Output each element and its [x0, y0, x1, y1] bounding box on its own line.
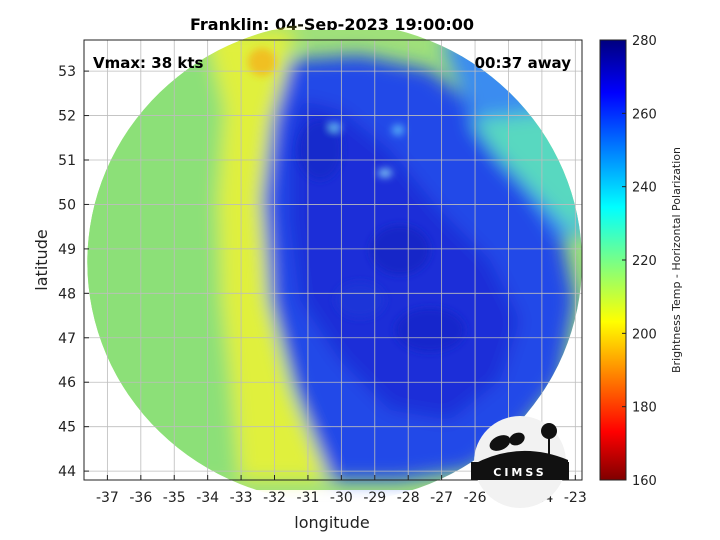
colorbar-tick-label: 240 — [632, 181, 657, 196]
warm-yellow-band — [205, 30, 330, 480]
x-tick-label: -29 — [363, 490, 386, 506]
x-tick-label: -23 — [564, 490, 587, 506]
y-tick-label: 52 — [58, 109, 76, 125]
x-tick-label: -37 — [96, 490, 119, 506]
colorbar-tick-label: 200 — [632, 327, 657, 342]
x-tick-label: -32 — [263, 490, 286, 506]
colorbar-tick-label: 160 — [632, 474, 657, 489]
colorbar-tick-label: 280 — [632, 34, 657, 49]
colorbar-tick-label: 180 — [632, 401, 657, 416]
x-tick-label: -26 — [464, 490, 487, 506]
time-away-annotation: 00:37 away — [475, 54, 572, 72]
logo-hill — [474, 450, 568, 466]
bright-spot — [392, 125, 404, 135]
x-tick-label: -33 — [230, 490, 253, 506]
x-tick-label: -28 — [397, 490, 420, 506]
x-tick-label: -35 — [163, 490, 186, 506]
y-tick-label: 51 — [58, 153, 76, 169]
y-tick-label: 49 — [58, 242, 76, 258]
bright-spot — [329, 123, 341, 131]
warm-spot — [248, 48, 276, 76]
x-axis-label: longitude — [294, 513, 369, 532]
logo-ground — [471, 462, 569, 480]
logo-dish — [489, 435, 511, 451]
vmax-annotation: Vmax: 38 kts — [93, 54, 203, 72]
y-tick-label: 50 — [58, 197, 76, 213]
chart-title: Franklin: 04-Sep-2023 19:00:00 — [190, 15, 474, 34]
colorbar-ticks: 160 180 200 220 240 260 280 — [622, 34, 657, 489]
y-tick-label: 47 — [58, 331, 76, 347]
logo-tower — [548, 436, 550, 464]
y-tick-label: 46 — [58, 375, 76, 391]
y-tick-label: 53 — [58, 64, 76, 80]
logo-tower-tank — [541, 423, 557, 439]
y-axis-label: latitude — [32, 229, 51, 290]
colorbar — [599, 39, 627, 481]
bright-spot — [378, 169, 392, 177]
y-tick-label: 48 — [58, 286, 76, 302]
core-cell — [370, 225, 430, 275]
logo-dish — [509, 432, 525, 446]
core-cell — [335, 282, 385, 318]
logo-text: CIMSS — [493, 466, 546, 479]
cimss-logo: CIMSS — [471, 416, 569, 508]
colorbar-tick-label: 220 — [632, 254, 657, 269]
x-tick-label: -34 — [196, 490, 219, 506]
y-tick-label: 44 — [58, 464, 76, 480]
x-tick-label: -36 — [129, 490, 152, 506]
y-tick-label: 45 — [58, 420, 76, 436]
core-cell — [395, 308, 465, 352]
x-tick-label: -31 — [296, 490, 319, 506]
plot-border — [83, 39, 583, 481]
x-tick-label: -30 — [330, 490, 353, 506]
colorbar-tick-label: 260 — [632, 107, 657, 122]
colorbar-label: Brightness Temp - Horizontal Polarizatio… — [670, 147, 683, 373]
x-tick-label: -27 — [430, 490, 453, 506]
y-axis-ticks: 44 45 46 47 48 49 50 51 52 53 — [58, 64, 89, 480]
core-cell — [298, 120, 342, 180]
